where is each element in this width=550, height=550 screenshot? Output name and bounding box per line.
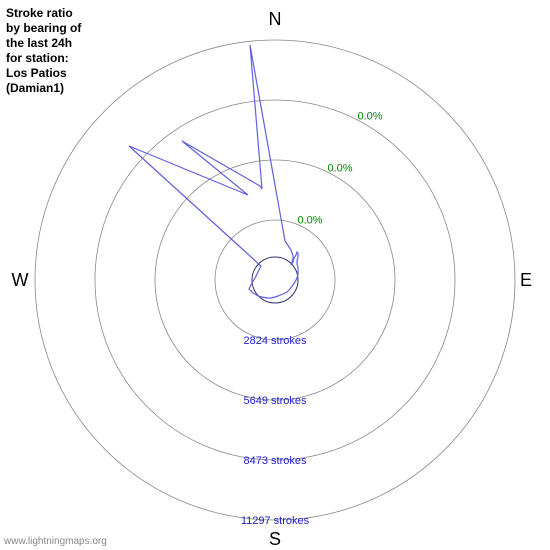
compass-label: E (520, 270, 532, 290)
ring-label-strokes: 2824 strokes (244, 335, 307, 347)
ring-label-pct: 0.0% (297, 214, 322, 226)
ring (155, 160, 395, 400)
compass-label: W (12, 270, 29, 290)
ring (35, 40, 515, 520)
ring-label-strokes: 5649 strokes (244, 395, 307, 407)
compass-label: S (269, 529, 281, 549)
compass-label: N (269, 9, 282, 29)
footer-attribution: www.lightningmaps.org (4, 536, 107, 547)
ring (215, 220, 335, 340)
rose-polygon (129, 45, 298, 298)
polar-chart: N E S W 2824 strokes 5649 strokes 8473 stroke… (0, 0, 550, 550)
ring-label-strokes: 8473 strokes (244, 455, 307, 467)
ring-label-pct: 0.0% (357, 110, 382, 122)
ring-label-pct: 0.0% (327, 162, 352, 174)
ring-label-strokes: 11297 strokes (241, 515, 310, 527)
